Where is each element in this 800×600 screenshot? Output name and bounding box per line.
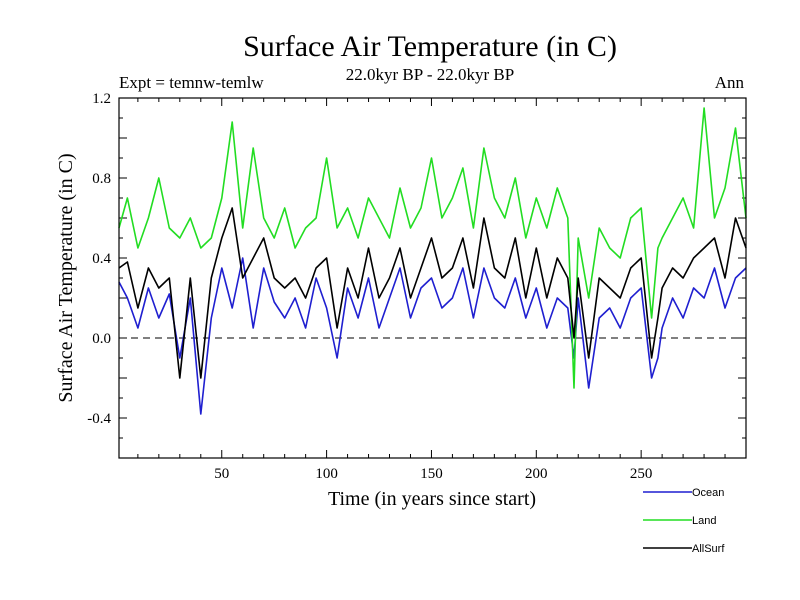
legend-label-ocean: Ocean <box>692 487 724 499</box>
legend: Ocean Land AllSurf <box>643 487 725 555</box>
subtitle-left: Expt = temnw-temlw <box>119 73 264 92</box>
y-tick-label: 0.4 <box>92 251 111 267</box>
plot-frame <box>118 97 747 459</box>
subtitle-center: 22.0kyr BP - 22.0kyr BP <box>346 65 514 84</box>
subtitle-right: Ann <box>715 73 745 92</box>
y-tick-label: 0.8 <box>92 171 111 187</box>
x-tick-label: 50 <box>214 466 229 482</box>
x-tick-label: 100 <box>315 466 338 482</box>
y-tick-label: 1.2 <box>92 91 111 107</box>
legend-label-land: Land <box>692 515 716 527</box>
x-axis-label: Time (in years since start) <box>328 488 536 510</box>
x-tick-label: 250 <box>630 466 653 482</box>
x-tick-label: 150 <box>420 466 443 482</box>
x-tick-label: 200 <box>525 466 548 482</box>
series-line-allsurf <box>118 207 747 379</box>
legend-label-allsurf: AllSurf <box>692 543 725 555</box>
chart-title: Surface Air Temperature (in C) <box>243 30 617 63</box>
y-tick-label: 0.0 <box>92 331 111 347</box>
series-line-land <box>118 107 747 389</box>
y-tick-label: -0.4 <box>87 411 111 427</box>
y-axis-label: Surface Air Temperature (in C) <box>55 153 77 402</box>
series-line-ocean <box>118 257 747 415</box>
